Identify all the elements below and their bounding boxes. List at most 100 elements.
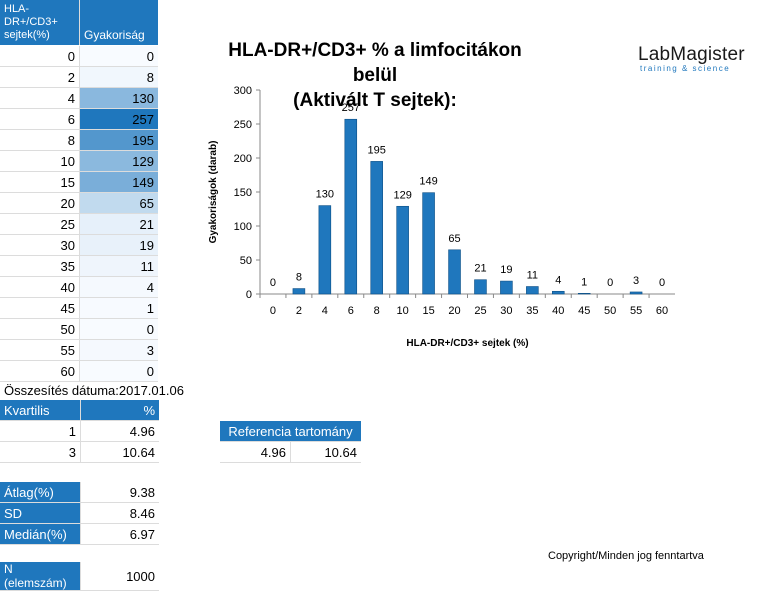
chart-title-line1: HLA-DR+/CD3+ % a limfocitákon belül — [228, 40, 522, 86]
x-tick-label: 15 — [422, 305, 434, 317]
bar — [396, 205, 409, 295]
data-label: 8 — [296, 272, 302, 284]
quartile-header: Kvartilis — [0, 400, 81, 421]
percent-cell: 2 — [0, 66, 80, 88]
bar — [344, 118, 358, 295]
y-axis-title: Gyakoriságok (darab) — [208, 141, 219, 244]
n-value: 1000 — [80, 562, 159, 591]
frequency-cell: 195 — [79, 129, 158, 151]
bar — [318, 205, 332, 295]
bar — [474, 279, 487, 295]
percent-cell: 25 — [0, 213, 80, 235]
chart-title: HLA-DR+/CD3+ % a limfocitákon belül (Akt… — [215, 38, 535, 113]
x-tick-label: 35 — [526, 305, 538, 317]
frequency-cell: 0 — [79, 45, 158, 67]
x-tick-label: 50 — [604, 305, 616, 317]
frequency-cell: 3 — [79, 339, 158, 361]
sample-size-table: N (elemszám) 1000 — [0, 562, 159, 591]
data-label: 149 — [419, 176, 437, 188]
summary-date: Összesítés dátuma:2017.01.06 — [4, 383, 184, 398]
x-tick-label: 25 — [474, 305, 486, 317]
sd-row: SD 8.46 — [0, 502, 159, 524]
date-label: Összesítés dátuma: — [4, 383, 119, 398]
frequency-cell: 8 — [79, 66, 158, 88]
data-label: 0 — [270, 277, 276, 289]
reference-low: 4.96 — [220, 441, 291, 463]
percent-cell: 30 — [0, 234, 80, 256]
date-value: 2017.01.06 — [118, 383, 184, 398]
x-tick-label: 60 — [656, 305, 668, 317]
quartile-value: 10.64 — [80, 441, 159, 463]
data-label: 65 — [448, 233, 460, 245]
table-row: 30 19 — [0, 234, 158, 256]
data-label: 0 — [659, 277, 665, 289]
frequency-cell: 257 — [79, 108, 158, 130]
bar — [526, 286, 539, 295]
quartile-header-row: Kvartilis % — [0, 400, 159, 421]
n-row: N (elemszám) 1000 — [0, 562, 159, 591]
quartile-index: 1 — [0, 420, 81, 442]
y-tick-label: 100 — [234, 221, 252, 233]
bar — [422, 192, 435, 295]
histogram-chart: 0501001502002503000082130425761958129101… — [208, 85, 675, 349]
x-axis-title: HLA-DR+/CD3+ sejtek (%) — [406, 338, 528, 349]
y-tick-label: 0 — [246, 289, 252, 301]
data-label: 1 — [581, 276, 587, 288]
copyright-text: Copyright/Minden jog fenntartva — [548, 550, 704, 562]
sd-value: 8.46 — [80, 502, 159, 524]
labmagister-logo: LabMagister training & science — [638, 44, 745, 73]
percent-cell: 55 — [0, 339, 80, 361]
percent-cell: 4 — [0, 87, 80, 109]
frequency-cell: 0 — [79, 360, 158, 382]
quartile-row: 3 10.64 — [0, 441, 159, 463]
data-label: 0 — [607, 277, 613, 289]
median-row: Medián(%) 6.97 — [0, 523, 159, 545]
frequency-cell: 0 — [79, 318, 158, 340]
x-tick-label: 0 — [270, 305, 276, 317]
table-row: 60 0 — [0, 360, 158, 382]
table-row: 25 21 — [0, 213, 158, 235]
bar — [552, 290, 565, 295]
mean-row: Átlag(%) 9.38 — [0, 482, 159, 503]
bar — [370, 161, 383, 295]
x-tick-label: 45 — [578, 305, 590, 317]
chart-title-line2: (Aktivált T sejtek): — [293, 90, 457, 111]
data-label: 195 — [368, 144, 386, 156]
data-label: 11 — [527, 270, 538, 282]
quartile-row: 1 4.96 — [0, 420, 159, 442]
table-row: 8 195 — [0, 129, 158, 151]
quartile-table: Kvartilis % 1 4.96 3 10.64 — [0, 400, 159, 463]
data-label: 129 — [393, 189, 411, 201]
median-value: 6.97 — [80, 523, 159, 545]
percent-cell: 0 — [0, 45, 80, 67]
data-label: 130 — [316, 189, 334, 201]
median-label: Medián(%) — [0, 523, 81, 545]
table-row: 10 129 — [0, 150, 158, 172]
percent-header: % — [80, 400, 159, 421]
statistics-table: Átlag(%) 9.38 SD 8.46 Medián(%) 6.97 — [0, 482, 159, 545]
data-label: 4 — [555, 274, 561, 286]
bar — [629, 291, 643, 295]
percent-cell: 50 — [0, 318, 80, 340]
header-percent-cell: HLA-DR+/CD3+ sejtek(%) — [0, 0, 80, 46]
x-tick-label: 4 — [322, 305, 328, 317]
table-row: 45 1 — [0, 297, 158, 319]
quartile-index: 3 — [0, 441, 81, 463]
x-tick-label: 20 — [448, 305, 460, 317]
table-header-row: HLA-DR+/CD3+ sejtek(%) Gyakoriság — [0, 0, 158, 46]
percent-cell: 35 — [0, 255, 80, 277]
percent-cell: 10 — [0, 150, 80, 172]
percent-cell: 15 — [0, 171, 80, 193]
y-tick-label: 200 — [234, 153, 252, 165]
percent-cell: 60 — [0, 360, 80, 382]
percent-cell: 45 — [0, 297, 80, 319]
bar — [500, 280, 513, 295]
reference-header: Referencia tartomány — [220, 421, 361, 442]
table-row: 4 130 — [0, 87, 158, 109]
mean-value: 9.38 — [80, 482, 159, 503]
table-row: 40 4 — [0, 276, 158, 298]
frequency-cell: 129 — [79, 150, 158, 172]
